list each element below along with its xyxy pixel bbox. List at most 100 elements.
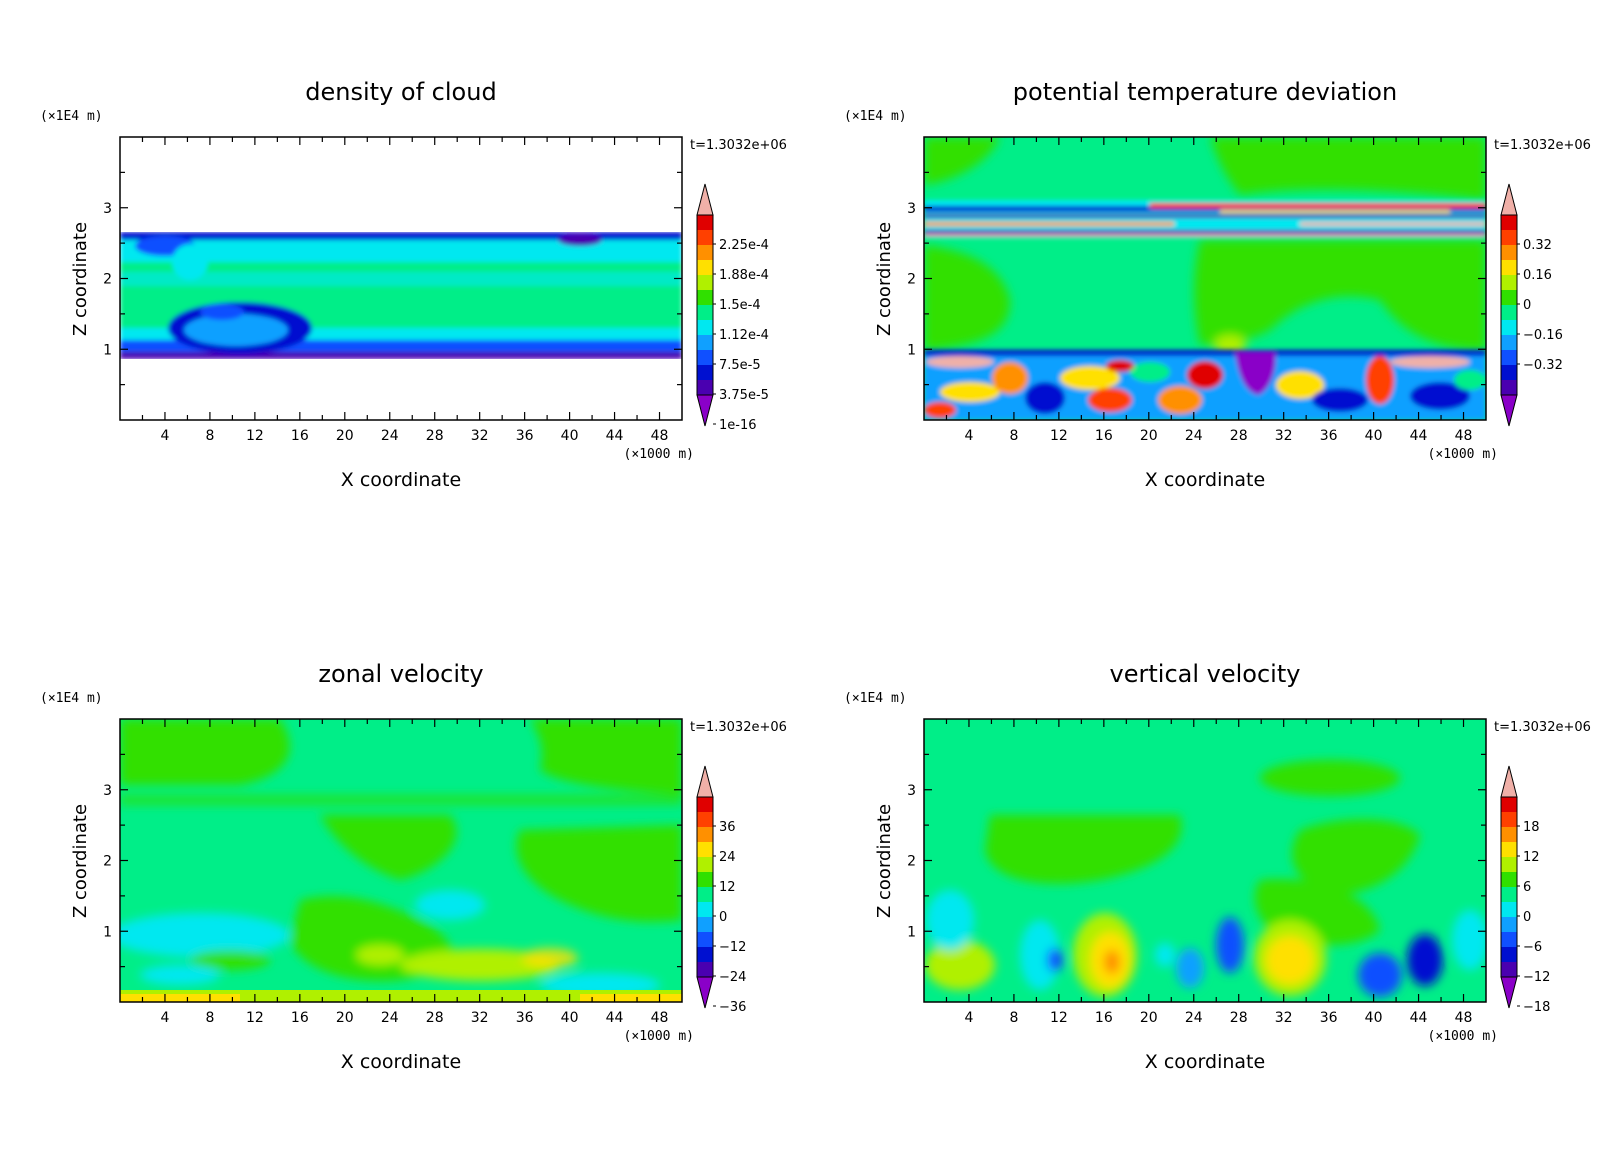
x-tick-label: 40 [1365,1010,1383,1026]
colorbar-segment [1501,857,1517,872]
colorbar-label: 1.12e-4 [719,328,769,343]
field-plot [924,137,1486,420]
x-tick-label: 8 [1009,1010,1018,1026]
colorbar-segment [697,365,713,380]
x-tick-label: 16 [291,1010,309,1026]
x-tick-label: 36 [516,1010,534,1026]
y-tick-label: 2 [907,272,916,288]
colorbar-segment [1501,932,1517,947]
x-tick-label: 36 [516,428,534,444]
x-tick-label: 32 [1275,428,1293,444]
y-tick-label: 3 [907,201,916,217]
colorbar: 36 24 12 0 −12 −24 −36 [696,765,746,1015]
x-tick-label: 16 [1095,428,1113,444]
colorbar-segment [1501,887,1517,902]
x-tick-label: 20 [1140,1010,1158,1026]
colorbar-segment [697,335,713,350]
y-axis-label: Z coordinate [70,804,91,918]
colorbar-segment [1501,245,1517,260]
colorbar-segment [1501,230,1517,245]
y-axis-label: Z coordinate [70,222,91,336]
x-tick-label: 24 [1185,1010,1203,1026]
colorbar-label: 7.5e-5 [719,358,761,373]
colorbar-label: −12 [719,940,746,955]
y-axis-label: Z coordinate [874,804,895,918]
time-label: t=1.3032e+06 [1494,138,1591,153]
time-label: t=1.3032e+06 [690,720,787,735]
colorbar-segment [697,842,713,857]
x-tick-label: 48 [651,1010,669,1026]
x-tick-label: 28 [426,428,444,444]
colorbar-segment [1501,275,1517,290]
colorbar-bottom-arrow [696,976,714,1009]
x-tick-label: 12 [1050,1010,1068,1026]
field-plot [924,719,1486,1002]
colorbar-segment [697,917,713,932]
x-tick-label: 32 [471,428,489,444]
colorbar: 0.32 0.16 0 −0.16 −0.32 [1500,183,1563,427]
colorbar: 2.25e-4 1.88e-4 1.5e-4 1.12e-4 7.5e-5 3.75e-5… [696,183,769,433]
y-tick-label: 1 [907,924,916,940]
colorbar-segment [1501,215,1517,230]
colorbar-label: −0.16 [1523,328,1563,343]
x-tick-label: 12 [1050,428,1068,444]
colorbar-segment [697,872,713,887]
y-tick-label: 3 [103,201,112,217]
colorbar-segment [697,350,713,365]
panel-potential-temperature-deviation: potential temperature deviation (×1E4 m)… [844,78,1591,491]
colorbar-segment [1501,380,1517,395]
colorbar-segment [1501,947,1517,962]
chart-title: vertical velocity [1110,660,1301,688]
y-tick-label: 1 [103,342,112,358]
colorbar-segment [697,245,713,260]
x-tick-label: 40 [561,428,579,444]
x-tick-label: 24 [381,428,399,444]
time-label: t=1.3032e+06 [1494,720,1591,735]
x-tick-label: 8 [1009,428,1018,444]
x-tick-label: 16 [1095,1010,1113,1026]
x-tick-label: 44 [606,428,624,444]
x-unit-label: (×1000 m) [624,447,694,462]
colorbar-segment [1501,335,1517,350]
colorbar-segment [697,215,713,230]
colorbar-segment [697,797,713,812]
x-tick-label: 12 [246,428,264,444]
field-plot [120,719,682,1002]
x-tick-label: 4 [964,428,973,444]
chart-title: density of cloud [305,78,496,106]
colorbar-segment [697,932,713,947]
x-tick-label: 40 [1365,428,1383,444]
colorbar-segment [1501,962,1517,977]
x-tick-label: 36 [1320,428,1338,444]
y-unit-label: (×1E4 m) [844,109,907,124]
x-tick-label: 8 [205,1010,214,1026]
colorbar-label: 3.75e-5 [719,388,769,403]
colorbar-top-arrow [696,183,714,216]
x-tick-label: 4 [964,1010,973,1026]
colorbar-segment [697,962,713,977]
x-unit-label: (×1000 m) [624,1029,694,1044]
y-tick-label: 2 [907,854,916,870]
colorbar-label: 0.32 [1523,238,1552,253]
colorbar-label: 1.88e-4 [719,268,769,283]
x-tick-label: 4 [160,428,169,444]
colorbar-segment [697,827,713,842]
x-tick-label: 8 [205,428,214,444]
field-plot [120,137,682,420]
colorbar-bottom-arrow [696,394,714,427]
x-tick-label: 4 [160,1010,169,1026]
x-axis-label: X coordinate [341,1051,461,1073]
colorbar-segment [1501,260,1517,275]
y-unit-label: (×1E4 m) [844,691,907,706]
colorbar-segment [1501,290,1517,305]
colorbar-label: 0 [1523,298,1531,313]
colorbar-segment [697,947,713,962]
colorbar-segment [1501,872,1517,887]
colorbar-segment [1501,917,1517,932]
colorbar-label: 0 [719,910,727,925]
colorbar-label: −18 [1523,1000,1550,1015]
y-tick-label: 3 [907,783,916,799]
